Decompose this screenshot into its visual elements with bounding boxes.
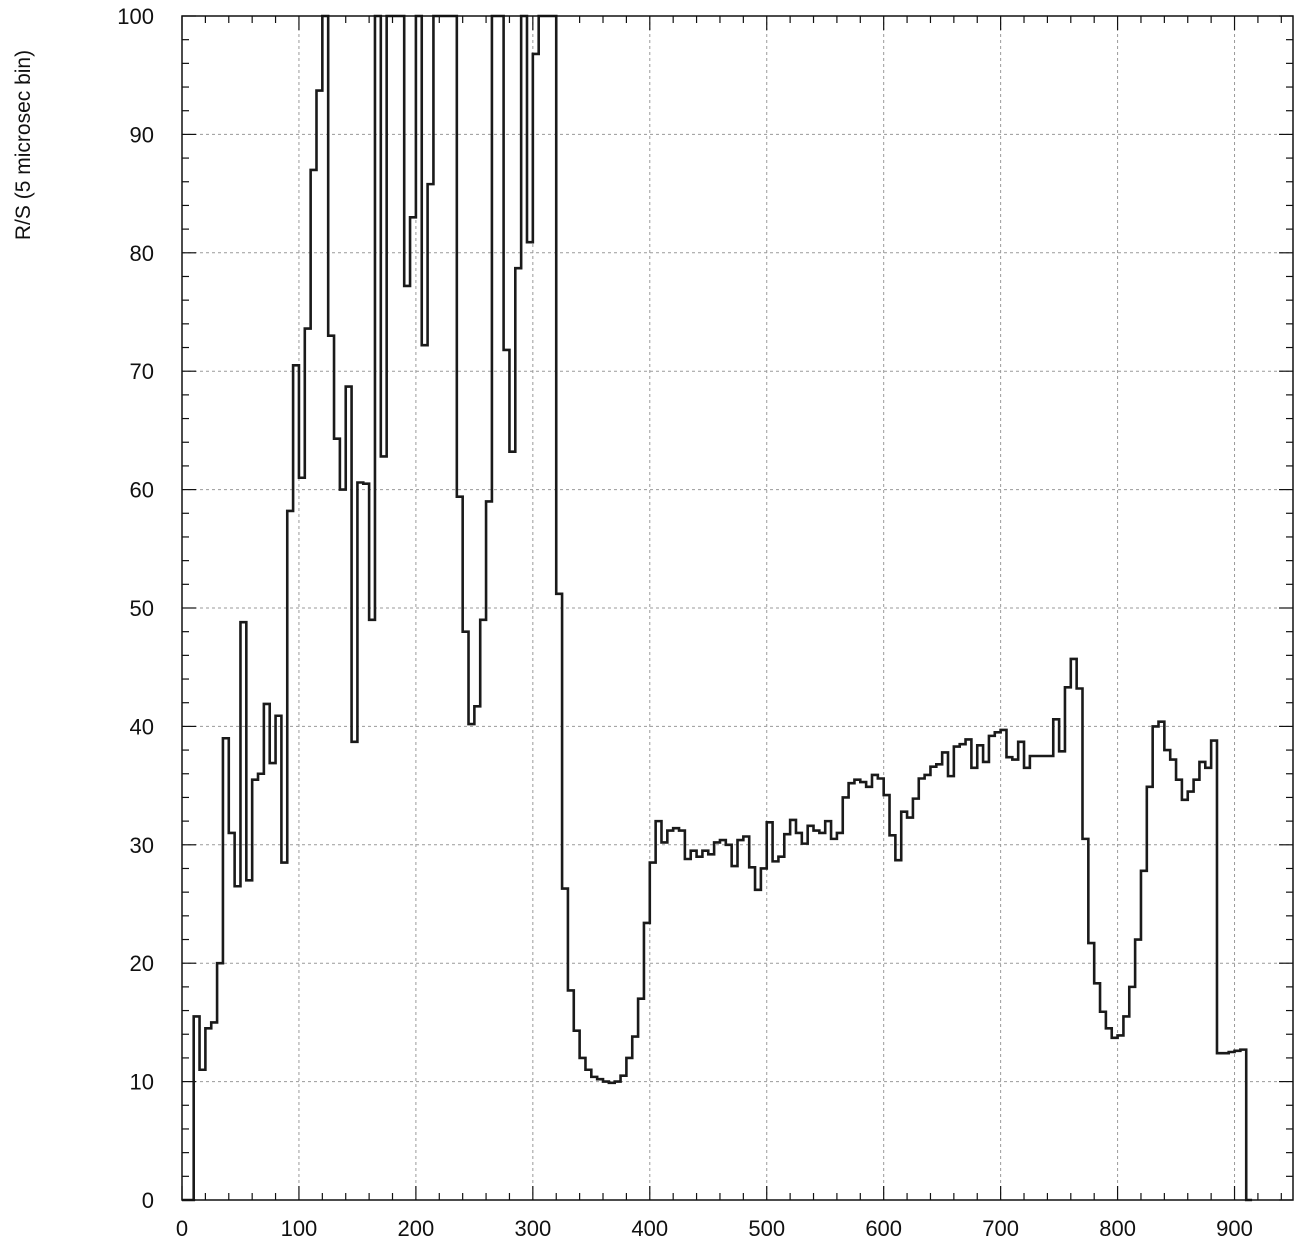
grid bbox=[182, 16, 1293, 1200]
y-tick-label: 50 bbox=[130, 596, 154, 621]
y-tick-label: 80 bbox=[130, 241, 154, 266]
x-tick-label: 600 bbox=[865, 1216, 902, 1241]
x-tick-label: 700 bbox=[982, 1216, 1019, 1241]
y-tick-label: 10 bbox=[130, 1070, 154, 1095]
series-line bbox=[182, 14, 1253, 1202]
x-tick-label: 800 bbox=[1099, 1216, 1136, 1241]
y-axis-label: R/S (5 microsec bin) bbox=[12, 50, 35, 240]
y-tick-label: 100 bbox=[117, 4, 154, 29]
y-tick-label: 40 bbox=[130, 714, 154, 739]
x-tick-label: 100 bbox=[281, 1216, 318, 1241]
y-tick-label: 30 bbox=[130, 833, 154, 858]
y-tick-label: 20 bbox=[130, 951, 154, 976]
series-layer bbox=[182, 14, 1253, 1202]
x-tick-label: 0 bbox=[176, 1216, 188, 1241]
y-tick-label: 60 bbox=[130, 478, 154, 503]
y-tick-label: 0 bbox=[142, 1188, 154, 1213]
x-tick-label: 300 bbox=[514, 1216, 551, 1241]
y-tick-label: 70 bbox=[130, 359, 154, 384]
y-tick-labels: 0 10 20 30 40 50 60 70 80 90 100 bbox=[117, 4, 154, 1213]
plot-frame bbox=[181, 15, 1294, 1201]
x-tick-label: 200 bbox=[398, 1216, 435, 1241]
x-tick-label: 900 bbox=[1216, 1216, 1253, 1241]
x-tick-labels: 0 100 200 300 400 500 600 700 800 900 bbox=[176, 1216, 1253, 1241]
x-tick-label: 400 bbox=[631, 1216, 668, 1241]
x-tick-label: 500 bbox=[748, 1216, 785, 1241]
y-tick-label: 90 bbox=[130, 122, 154, 147]
